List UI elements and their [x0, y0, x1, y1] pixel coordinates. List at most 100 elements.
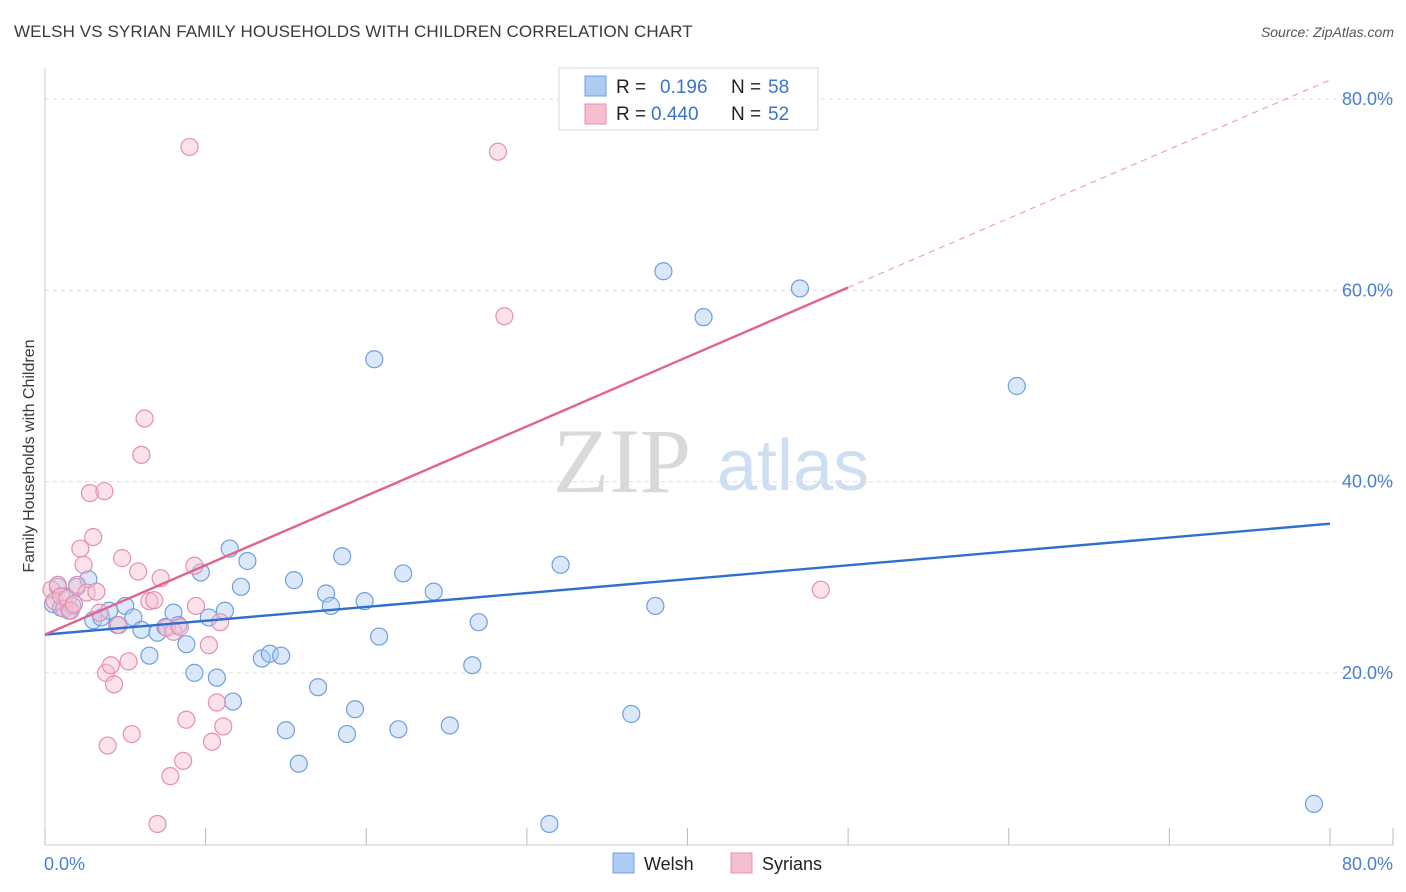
- syrians-point-26: [132, 445, 151, 464]
- welsh-point-51: [540, 814, 559, 834]
- legend-n-value-syrians: 52: [768, 104, 789, 125]
- syrians-point-16: [95, 482, 114, 501]
- syrians-point-24: [122, 724, 141, 744]
- y-tick-label-20: 20.0%: [1342, 663, 1393, 683]
- legend-r-label-welsh: R =: [616, 77, 646, 98]
- series-legend: Welsh Syrians: [612, 852, 822, 874]
- gridlines: [45, 98, 1393, 674]
- axes: [44, 68, 1394, 846]
- welsh-point-41: [345, 700, 365, 719]
- welsh-point-59: [1304, 794, 1324, 813]
- legend-n-label-syrians: N =: [731, 104, 761, 125]
- syrians-point-40: [186, 596, 206, 616]
- trend-lines: [44, 79, 1331, 636]
- syrians-point-49: [811, 580, 830, 599]
- welsh-point-48: [440, 716, 459, 735]
- series-legend-label-syrians: Syrians: [762, 854, 822, 874]
- syrians-trend-extension: [847, 79, 1331, 289]
- stats-legend: R = 0.196 N = 58 R = 0.440 N = 52: [558, 67, 819, 131]
- syrians-point-36: [174, 751, 193, 770]
- welsh-point-52: [551, 555, 570, 574]
- syrians-point-4: [55, 599, 74, 618]
- welsh-point-58: [1007, 376, 1026, 396]
- syrians-point-29: [145, 591, 164, 610]
- welsh-point-39: [333, 547, 352, 566]
- syrians-point-18: [98, 736, 117, 755]
- syrians-point-25: [129, 562, 148, 581]
- y-tick-label-80: 80.0%: [1342, 89, 1393, 109]
- syrians-point-30: [148, 814, 167, 834]
- welsh-point-28: [231, 577, 251, 596]
- welsh-point-43: [365, 350, 384, 369]
- welsh-point-26: [223, 692, 243, 711]
- syrians-point-44: [210, 613, 230, 632]
- syrians-point-43: [207, 693, 226, 712]
- legend-n-value-welsh: 58: [768, 77, 789, 98]
- welsh-point-56: [694, 308, 713, 327]
- syrians-point-21: [109, 615, 128, 635]
- welsh-point-46: [394, 564, 413, 583]
- welsh-point-40: [337, 724, 357, 744]
- syrians-point-37: [177, 710, 196, 729]
- welsh-point-15: [140, 646, 159, 665]
- welsh-point-29: [238, 551, 257, 571]
- syrians-point-8: [68, 575, 87, 595]
- legend-swatch-welsh: [584, 75, 607, 97]
- welsh-point-45: [389, 720, 408, 739]
- chart-title: WELSH VS SYRIAN FAMILY HOUSEHOLDS WITH C…: [14, 22, 693, 41]
- syrians-point-35: [170, 617, 190, 637]
- welsh-point-44: [370, 627, 389, 646]
- syrians-point-22: [112, 549, 132, 568]
- welsh-point-31: [260, 644, 279, 663]
- syrians-point-23: [119, 652, 138, 671]
- welsh-point-34: [284, 571, 304, 590]
- series-legend-swatch-welsh: [612, 852, 635, 874]
- welsh-point-53: [622, 704, 641, 724]
- y-tick-labels: 20.0% 40.0% 60.0% 80.0%: [1342, 89, 1393, 683]
- welsh-point-55: [654, 262, 673, 281]
- legend-swatch-syrians: [584, 103, 607, 125]
- y-tick-label-40: 40.0%: [1342, 472, 1393, 492]
- legend-r-value-syrians: 0.440: [651, 104, 699, 125]
- watermark-zip: ZIP: [553, 410, 691, 512]
- syrians-point-14: [87, 582, 106, 601]
- syrians-point-11: [77, 583, 96, 602]
- syrians-point-2: [48, 575, 67, 595]
- syrians-point-42: [202, 732, 222, 751]
- syrians-point-20: [104, 675, 124, 694]
- welsh-point-24: [207, 668, 226, 687]
- welsh-point-38: [321, 596, 341, 616]
- syrians-trend-line: [44, 286, 849, 636]
- series-legend-label-welsh: Welsh: [644, 854, 694, 874]
- welsh-point-49: [463, 656, 482, 675]
- welsh-point-50: [469, 613, 488, 632]
- legend-n-label-welsh: N =: [731, 77, 761, 98]
- welsh-point-33: [276, 721, 296, 740]
- syrians-point-19: [101, 656, 120, 675]
- welsh-point-32: [272, 646, 291, 665]
- source-credit: Source: ZipAtlas.com: [1260, 24, 1394, 40]
- syrians-point-33: [161, 767, 180, 786]
- y-tick-label-60: 60.0%: [1342, 280, 1393, 300]
- welsh-point-35: [289, 754, 308, 773]
- welsh-point-57: [790, 279, 810, 298]
- welsh-trend-line: [44, 522, 1331, 636]
- welsh-point-21: [185, 663, 204, 682]
- syrians-point-27: [135, 409, 154, 428]
- syrians-point-13: [84, 527, 103, 547]
- syrians-point-45: [214, 717, 233, 736]
- welsh-point-42: [355, 592, 374, 611]
- legend-r-label-syrians: R =: [616, 104, 646, 125]
- data-points: [42, 94, 1324, 834]
- syrians-point-12: [80, 484, 100, 503]
- syrians-point-38: [180, 137, 199, 157]
- syrians-point-10: [74, 555, 93, 574]
- watermark-atlas: atlas: [717, 426, 869, 506]
- welsh-point-36: [308, 678, 328, 697]
- x-tick-label-min: 0.0%: [44, 854, 85, 874]
- syrians-point-46: [488, 142, 508, 161]
- series-legend-swatch-syrians: [730, 852, 753, 874]
- syrians-point-7: [64, 594, 84, 614]
- x-tick-label-max: 80.0%: [1342, 854, 1393, 874]
